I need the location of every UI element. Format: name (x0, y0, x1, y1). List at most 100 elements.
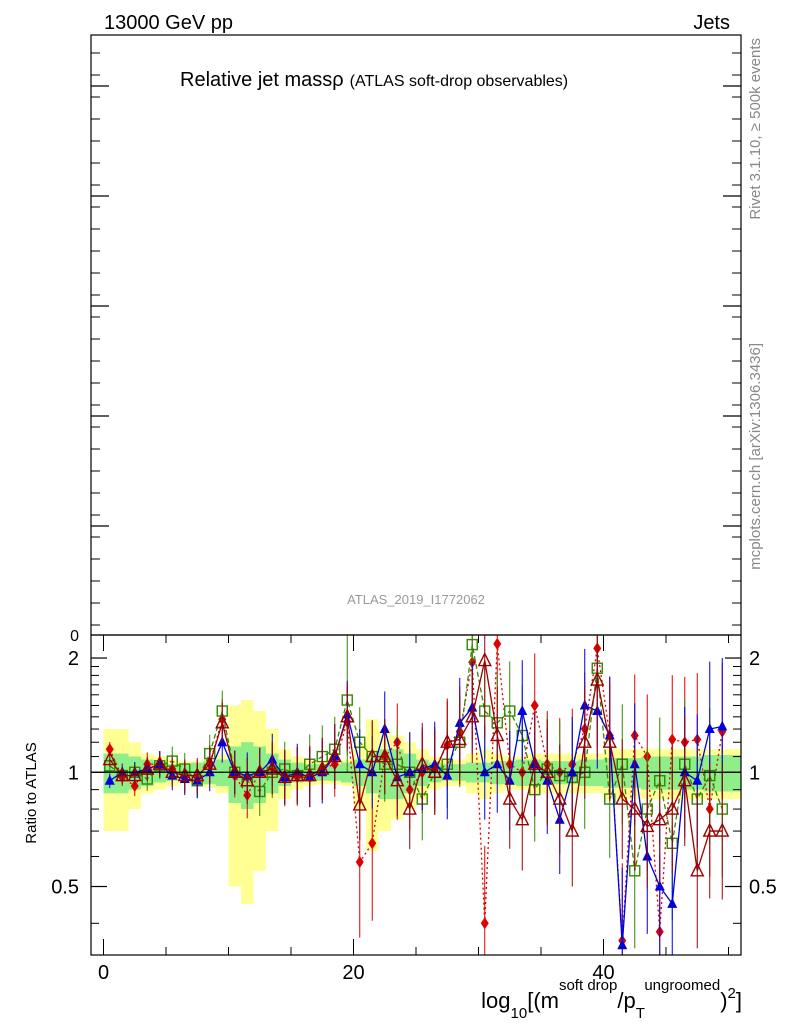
marker-red-diamond (355, 856, 364, 869)
marker-blue-triangle (517, 705, 528, 716)
marker-darkred-triangle-open (227, 763, 242, 778)
series-darkred-triangle-open (102, 635, 730, 949)
ratio-xtick-label: 20 (342, 962, 364, 984)
marker-red-diamond (493, 637, 502, 650)
marker-darkred-triangle-open (627, 800, 642, 815)
marker-darkred-triangle-open (365, 748, 380, 763)
x-axis-label-open: [(m (527, 988, 559, 1013)
marker-darkred-triangle-open (465, 708, 480, 723)
marker-red-diamond (368, 837, 377, 850)
marker-blue-triangle (567, 766, 578, 777)
marker-darkred-triangle-open (290, 767, 305, 782)
marker-darkred-triangle-open (602, 733, 617, 748)
marker-darkred-triangle-open (415, 755, 430, 770)
energy-beam-label: 13000 GeV pp (104, 12, 233, 34)
ratio-xtick-label: 40 (592, 962, 614, 984)
marker-darkred-triangle-open (665, 800, 680, 815)
ratio-ytick-label-left: 0.5 (51, 877, 79, 899)
process-label: Jets (693, 12, 730, 34)
marker-darkred-triangle-open (577, 733, 592, 748)
marker-blue-triangle (617, 939, 628, 950)
x-axis-label-close: ) (720, 988, 727, 1013)
ratio-ytick-label-left: 2 (68, 648, 79, 670)
marker-darkred-triangle-open (590, 671, 605, 686)
marker-darkred-triangle-open (690, 862, 705, 877)
x-axis-label-log-base: 10 (511, 1005, 528, 1022)
marker-blue-triangle (692, 774, 703, 785)
marker-darkred-triangle-open (552, 790, 567, 805)
ratio-ytick-label-left: 1 (68, 762, 79, 784)
marker-red-diamond (480, 917, 489, 930)
main-panel-y-ticks (91, 52, 741, 626)
marker-darkred-triangle-open (490, 726, 505, 742)
marker-darkred-triangle-open (215, 714, 230, 729)
chart-title-symbol: ρ (332, 69, 343, 91)
mcplots-source-label: mcplots.cern.ch [arXiv:1306.3436] (747, 343, 764, 570)
marker-darkred-triangle-open (190, 767, 205, 782)
marker-darkred-triangle-open (265, 760, 280, 775)
main-panel-frame (90, 34, 742, 636)
marker-darkred-triangle-open (427, 763, 442, 778)
marker-darkred-triangle-open (165, 763, 180, 778)
ratio-ytick-label-right: 2 (749, 648, 760, 670)
x-axis-label-power: 2 (728, 985, 736, 1002)
marker-darkred-triangle-open (527, 755, 542, 770)
marker-darkred-triangle-open (615, 790, 630, 805)
marker-darkred-triangle-open (702, 822, 717, 837)
series-line-darkred-triangle-open (109, 660, 723, 872)
marker-darkred-triangle-open (315, 760, 330, 775)
series-line-blue-triangle (109, 704, 723, 946)
x-axis-label-slash-p: /p (617, 988, 635, 1013)
marker-blue-triangle (717, 720, 728, 731)
marker-darkred-triangle-open (340, 708, 355, 723)
marker-darkred-triangle-open (440, 733, 455, 748)
ratio-xtick-label: 0 (98, 962, 109, 984)
marker-darkred-triangle-open (115, 767, 130, 782)
series-line-green-square (109, 644, 723, 871)
marker-blue-triangle (354, 758, 365, 769)
marker-blue-triangle (104, 774, 115, 785)
marker-darkred-triangle-open (127, 767, 142, 782)
x-axis-label-softdrop: soft drop (559, 977, 617, 994)
marker-darkred-triangle-open (240, 772, 255, 787)
marker-blue-triangle (667, 897, 678, 908)
x-axis-label-log: log (481, 988, 510, 1013)
marker-red-diamond (130, 780, 139, 793)
marker-darkred-triangle-open (715, 822, 730, 837)
marker-darkred-triangle-open (352, 796, 367, 811)
marker-darkred-triangle-open (140, 760, 155, 775)
marker-darkred-triangle-open (402, 800, 417, 815)
analysis-id-label: ATLAS_2019_I1772062 (347, 592, 485, 607)
marker-darkred-triangle-open (277, 768, 292, 783)
marker-darkred-triangle-open (565, 822, 580, 837)
marker-darkred-triangle-open (390, 772, 405, 787)
marker-darkred-triangle-open (652, 811, 667, 826)
marker-darkred-triangle-open (252, 763, 267, 778)
marker-darkred-triangle-open (640, 817, 655, 833)
rivet-version-label: Rivet 3.1.10, ≥ 500k events (747, 38, 764, 220)
marker-darkred-triangle-open (327, 748, 342, 763)
marker-blue-triangle (704, 723, 715, 734)
marker-red-diamond (105, 743, 114, 756)
marker-darkred-triangle-open (102, 751, 117, 766)
marker-darkred-triangle-open (152, 755, 167, 770)
marker-blue-triangle (479, 766, 490, 777)
marker-blue-triangle (654, 880, 665, 891)
marker-green-square (466, 638, 478, 651)
marker-red-diamond (530, 699, 539, 712)
marker-darkred-triangle-open (302, 767, 317, 782)
x-axis-label: log10[(msoft drop/pTungroomed)2] (481, 977, 742, 1022)
x-axis-label-ungroomed: ungroomed (644, 977, 720, 994)
marker-darkred-triangle-open (377, 748, 392, 763)
marker-darkred-triangle-open (677, 772, 692, 787)
marker-red-diamond (668, 733, 677, 746)
chart-title: Relative jet massρ (ATLAS soft-drop obser… (180, 69, 568, 91)
ratio-ylabel: Ratio to ATLAS (23, 742, 40, 843)
marker-darkred-triangle-open (177, 767, 192, 782)
main-panel-ytick-zero: 0 (70, 628, 79, 645)
chart-title-main: Relative jet mass (180, 69, 332, 91)
ratio-band-inner (728, 755, 741, 792)
ratio-ytick-label-right: 0.5 (749, 877, 777, 899)
marker-darkred-triangle-open (202, 755, 217, 770)
